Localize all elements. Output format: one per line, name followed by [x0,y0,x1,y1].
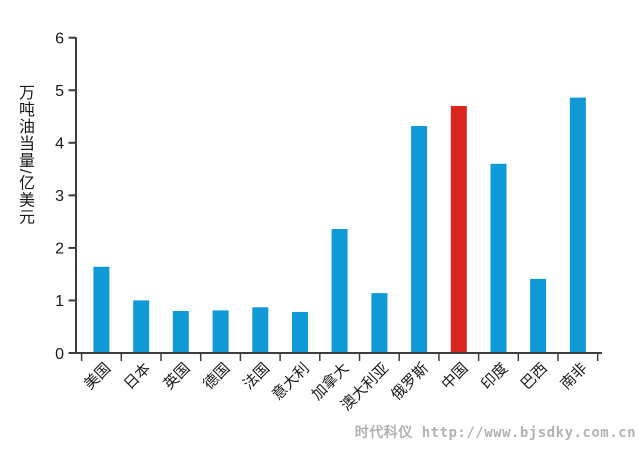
watermark: 时代科仪 http://www.bjsdky.com.cn [354,425,636,441]
bar-加拿大 [331,229,348,353]
x-category-label-南非: 南非 [557,360,590,393]
y-axis-title: 万吨油当量/亿美元 [16,84,33,226]
bar-英国 [172,311,189,353]
bar-中国 [450,106,467,353]
x-category-label-日本: 日本 [121,360,154,393]
bar-俄罗斯 [411,126,428,353]
bar-意大利 [292,312,308,353]
x-category-label-中国: 中国 [438,360,471,393]
y-tick-label: 4 [55,136,64,153]
x-category-label-德国: 德国 [199,359,233,393]
bar-澳大利亚 [371,293,388,353]
x-category-label-印度: 印度 [478,360,511,393]
y-tick-label: 6 [55,30,64,47]
y-tick-label: 1 [55,293,64,310]
y-tick-label: 5 [55,83,64,100]
x-category-label-俄罗斯: 俄罗斯 [388,360,432,404]
bar-美国 [93,266,110,353]
bar-日本 [133,300,150,353]
bar-德国 [212,310,229,353]
x-category-label-美国: 美国 [81,360,114,393]
y-tick-label: 0 [55,346,64,363]
x-category-label-意大利: 意大利 [268,359,313,404]
bar-南非 [569,97,586,353]
x-category-label-巴西: 巴西 [518,360,551,393]
x-category-label-法国: 法国 [240,360,273,393]
y-tick-label: 2 [55,241,64,258]
bar-巴西 [530,278,547,353]
y-tick-label: 3 [55,188,64,205]
x-category-label-英国: 英国 [160,359,194,393]
bar-法国 [252,307,269,353]
bar-印度 [490,163,507,353]
